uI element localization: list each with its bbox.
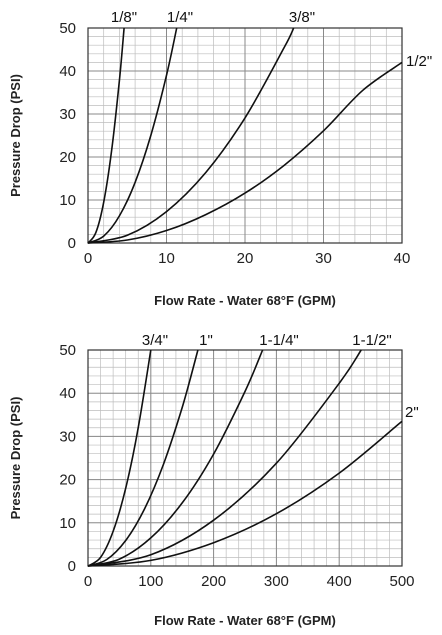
x-tick-label: 200	[201, 573, 226, 590]
series-label: 1"	[199, 332, 213, 349]
series-label: 1-1/2"	[352, 332, 392, 349]
y-tick-label: 40	[59, 63, 76, 80]
series-curve	[87, 349, 264, 567]
series-curve	[87, 349, 199, 567]
x-tick-label: 0	[84, 573, 92, 590]
y-tick-label: 0	[68, 235, 76, 252]
series-label: 2"	[405, 404, 419, 421]
y-tick-label: 20	[59, 149, 76, 166]
y-tick-label: 40	[59, 385, 76, 402]
y-axis-label: Pressure Drop (PSI)	[8, 74, 23, 197]
series-curve	[87, 349, 152, 567]
x-axis-label: Flow Rate - Water 68°F (GPM)	[154, 293, 336, 308]
y-tick-label: 50	[59, 20, 76, 37]
series-label: 1/2"	[406, 53, 432, 70]
y-tick-label: 0	[68, 558, 76, 575]
x-axis-label: Flow Rate - Water 68°F (GPM)	[154, 613, 336, 628]
series-curve	[87, 349, 362, 567]
series-label: 3/4"	[142, 332, 168, 349]
x-tick-label: 0	[84, 250, 92, 267]
series-curve	[87, 61, 403, 244]
x-tick-label: 10	[158, 250, 175, 267]
y-tick-label: 20	[59, 472, 76, 489]
series-curve	[87, 420, 403, 567]
plot-frame	[87, 27, 403, 244]
y-tick-label: 30	[59, 428, 76, 445]
y-tick-label: 30	[59, 106, 76, 123]
series-label: 3/8"	[289, 9, 315, 26]
y-axis-label: Pressure Drop (PSI)	[8, 397, 23, 520]
series-curve	[87, 27, 295, 244]
x-tick-label: 100	[138, 573, 163, 590]
x-tick-label: 400	[327, 573, 352, 590]
x-tick-label: 20	[237, 250, 254, 267]
x-tick-label: 500	[389, 573, 414, 590]
series-label: 1/8"	[111, 9, 137, 26]
x-tick-label: 30	[315, 250, 332, 267]
x-tick-label: 40	[394, 250, 411, 267]
series-label: 1-1/4"	[259, 332, 299, 349]
x-tick-label: 300	[264, 573, 289, 590]
y-tick-label: 50	[59, 342, 76, 359]
series-curve	[87, 27, 178, 244]
y-tick-label: 10	[59, 192, 76, 209]
y-tick-label: 10	[59, 515, 76, 532]
plot-frame	[87, 349, 403, 567]
series-label: 1/4"	[167, 9, 193, 26]
series-curve	[87, 27, 125, 244]
